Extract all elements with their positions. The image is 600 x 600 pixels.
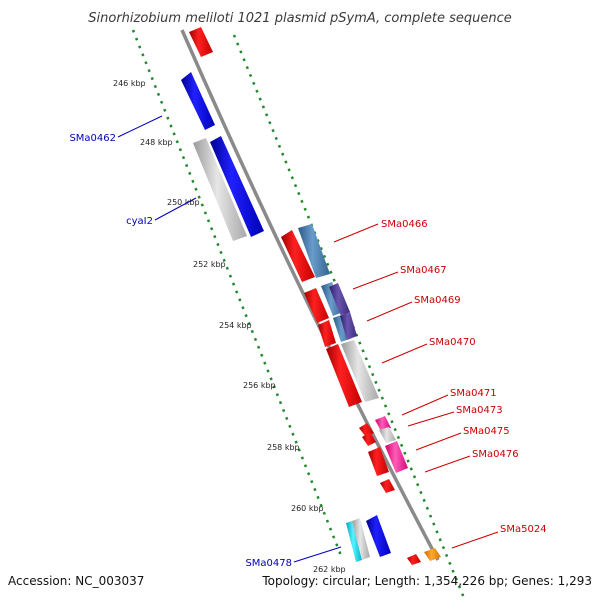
gene-arrow: [189, 27, 213, 57]
gene-arrow: [193, 138, 247, 241]
scale-label-254: 254 kbp: [219, 321, 252, 330]
gene-arrow: [380, 479, 395, 493]
gene-label-sma0466[interactable]: SMa0466: [381, 219, 428, 230]
gene-label-sma0462[interactable]: SMa0462: [69, 133, 116, 144]
map-title: Sinorhizobium meliloti 1021 plasmid pSym…: [88, 11, 511, 26]
gene-arrow: [181, 72, 215, 130]
gene-arrow: [362, 432, 376, 446]
scale-label-258: 258 kbp: [267, 443, 300, 452]
gene-label-sma0470[interactable]: SMa0470: [429, 337, 476, 348]
scale-label-256: 256 kbp: [243, 381, 276, 390]
gene-arrow: [210, 136, 264, 237]
gene-arrow: [385, 441, 408, 473]
scale-label-262: 262 kbp: [313, 565, 346, 574]
gene-arrow: [318, 320, 336, 347]
gene-arrow: [375, 416, 391, 431]
scale-label-248: 248 kbp: [140, 138, 173, 147]
gene-arrow: [407, 554, 421, 565]
gene-label-sma0469[interactable]: SMa0469: [414, 295, 461, 306]
gene-arrow: [329, 283, 350, 316]
gene-label-sma0467[interactable]: SMa0467: [400, 265, 447, 276]
gene-arrow: [298, 224, 330, 278]
scale-label-252: 252 kbp: [193, 260, 226, 269]
gene-arrow: [379, 427, 396, 443]
gene-label-sma0476[interactable]: SMa0476: [472, 449, 519, 460]
gene-arrow: [341, 340, 379, 402]
sequence-backbone: [180, 29, 440, 561]
gene-arrow: [346, 521, 362, 562]
left-scale-track: [131, 29, 344, 559]
gene-arrow: [326, 344, 362, 407]
gene-label-sma0475[interactable]: SMa0475: [463, 426, 510, 437]
gene-arrow: [366, 515, 391, 557]
gene-label-sma5024[interactable]: SMa5024: [500, 524, 547, 535]
gene-arrow: [424, 548, 441, 561]
scale-label-246: 246 kbp: [113, 79, 146, 88]
topology-summary: Topology: circular; Length: 1,354,226 bp…: [262, 574, 592, 588]
scale-labels: 246 kbp 248 kbp 250 kbp 252 kbp 254 kbp …: [113, 79, 346, 574]
gene-arrow: [281, 230, 315, 282]
label-leaders: [117, 115, 499, 563]
gene-arrow: [368, 447, 389, 476]
gene-arrow: [304, 288, 329, 323]
gene-features: [181, 27, 441, 565]
gene-arrow: [352, 518, 370, 560]
scale-label-250: 250 kbp: [167, 198, 200, 207]
gene-label-sma0473[interactable]: SMa0473: [456, 405, 503, 416]
scale-label-260: 260 kbp: [291, 504, 324, 513]
accession-text: Accession: NC_003037: [8, 574, 145, 588]
gene-label-cyai2[interactable]: cyaI2: [126, 216, 153, 227]
gene-arrow: [340, 312, 357, 340]
gene-label-sma0471[interactable]: SMa0471: [450, 388, 497, 399]
gene-label-sma0478[interactable]: SMa0478: [245, 558, 292, 569]
